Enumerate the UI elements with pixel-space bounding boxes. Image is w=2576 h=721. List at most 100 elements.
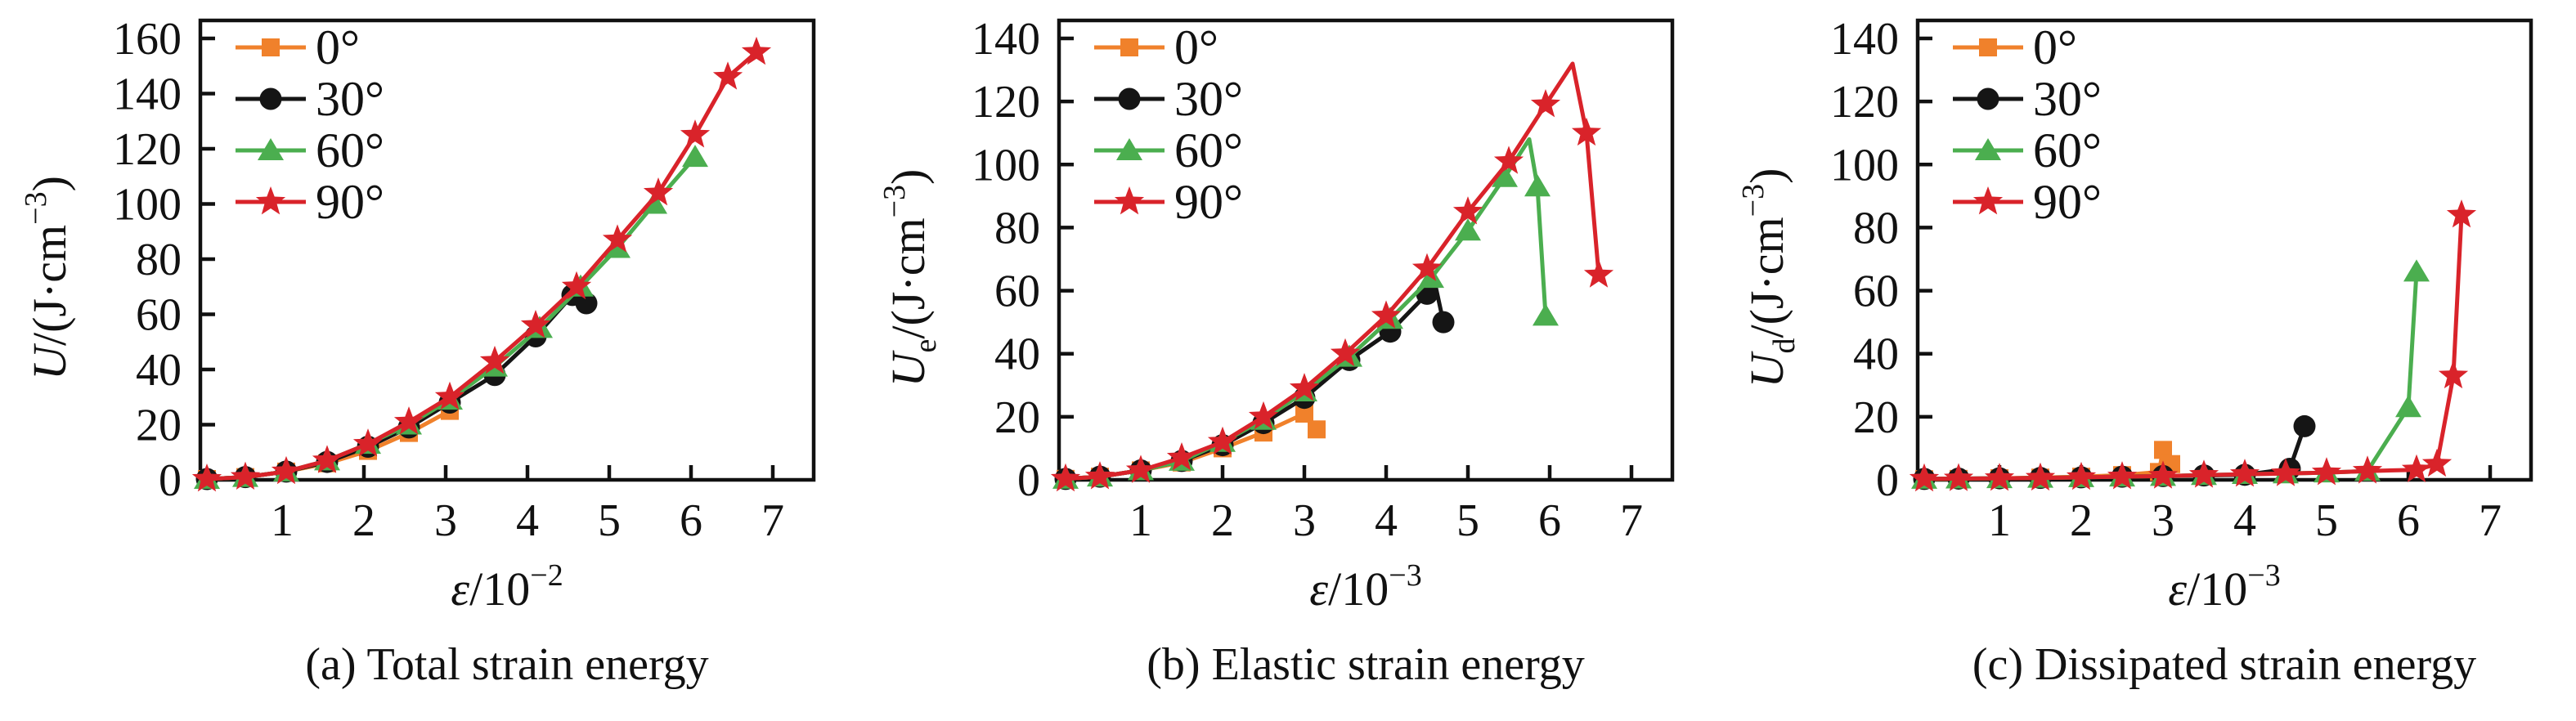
marker-star bbox=[520, 310, 551, 338]
x-axis: 1 2 3 4 5 6 7 bbox=[271, 465, 784, 546]
x-tick-label: 2 bbox=[2070, 495, 2093, 546]
legend-label-deg30: 30° bbox=[316, 72, 384, 126]
label-part: −3 bbox=[1736, 184, 1770, 217]
label-part: −3 bbox=[19, 191, 53, 224]
marker-star bbox=[1125, 455, 1156, 483]
marker-star bbox=[643, 177, 674, 206]
legend-label-deg60: 60° bbox=[1174, 123, 1243, 177]
x-tick-label: 4 bbox=[1375, 495, 1398, 546]
x-tick-label: 5 bbox=[598, 495, 621, 546]
y-tick-label: 80 bbox=[136, 235, 182, 285]
y-tick-label: 80 bbox=[994, 203, 1040, 253]
chart-elastic-strain-energy: 1 2 3 4 5 6 7020406080100120140ε/10−3Ue/(J·cm−… bbox=[877, 14, 1675, 616]
legend-item-deg0: 0° bbox=[236, 20, 360, 74]
y-tick-label: 0 bbox=[1876, 455, 1899, 506]
marker-square bbox=[262, 38, 280, 56]
marker-star bbox=[1289, 373, 1320, 401]
y-tick-label: 0 bbox=[1017, 455, 1040, 506]
x-tick-label: 3 bbox=[434, 495, 457, 546]
marker-circle bbox=[1977, 87, 1999, 110]
marker-triangle bbox=[1524, 174, 1551, 197]
x-tick-label: 5 bbox=[2315, 495, 2338, 546]
marker-star bbox=[2270, 458, 2301, 486]
x-tick-label: 4 bbox=[516, 495, 539, 546]
y-tick-label: 40 bbox=[994, 329, 1040, 380]
marker-star bbox=[230, 461, 261, 490]
y-tick-label: 20 bbox=[1853, 392, 1899, 443]
y-tick-label: 0 bbox=[159, 455, 182, 506]
marker-square bbox=[2154, 441, 2172, 459]
legend-label-deg30: 30° bbox=[1174, 72, 1243, 126]
label-part: /10 bbox=[1328, 562, 1389, 616]
label-part: /(J·cm bbox=[23, 225, 76, 346]
y-tick-label: 80 bbox=[1853, 203, 1899, 253]
marker-triangle bbox=[1975, 138, 2001, 160]
caption-c: (c) Dissipated strain energy bbox=[1972, 639, 2477, 690]
marker-square bbox=[1295, 405, 1313, 423]
legend-item-deg90: 90° bbox=[1953, 175, 2102, 229]
y-axis-title: Ue/(J·cm−3) bbox=[877, 169, 943, 387]
panel-elastic-strain-energy: 1 2 3 4 5 6 7 0 20 40 60 80 100 120 140 ε/10−3 Ue/(J·cm−… bbox=[859, 0, 1717, 721]
x-tick-label: 6 bbox=[680, 495, 702, 546]
label-part: ) bbox=[23, 176, 76, 191]
x-tick-label: 5 bbox=[1456, 495, 1479, 546]
marker-star bbox=[1084, 461, 1115, 490]
legend-item-deg60: 60° bbox=[1953, 123, 2102, 177]
label-part: ε bbox=[1309, 562, 1328, 616]
marker-star bbox=[2401, 454, 2432, 482]
legend: 0°30°60°90° bbox=[1953, 20, 2102, 229]
legend-item-deg90: 90° bbox=[236, 175, 384, 229]
legend-label-deg60: 60° bbox=[316, 123, 384, 177]
x-tick-label: 6 bbox=[1538, 495, 1561, 546]
y-tick-label: 40 bbox=[136, 345, 182, 396]
y-axis: 0 20 40 60 80 100 120 140 bbox=[972, 14, 1074, 506]
x-tick-label: 3 bbox=[1293, 495, 1316, 546]
legend-item-deg60: 60° bbox=[236, 123, 384, 177]
marker-star bbox=[2421, 448, 2453, 477]
marker-star bbox=[2352, 455, 2383, 484]
marker-star bbox=[393, 406, 424, 435]
panel-dissipated-strain-energy: 1 2 3 4 5 6 7 0 20 40 60 80 100 120 140 ε/10−3 Ud/(J·cm−… bbox=[1717, 0, 2576, 721]
legend-label-deg0: 0° bbox=[316, 20, 360, 74]
y-tick-label: 100 bbox=[1830, 140, 1899, 190]
marker-star bbox=[1207, 426, 1238, 455]
marker-star bbox=[2311, 457, 2342, 486]
marker-star bbox=[1943, 463, 1974, 491]
label-part: −3 bbox=[2247, 558, 2280, 593]
marker-triangle bbox=[641, 191, 667, 214]
chart-dissipated-strain-energy: 1 2 3 4 5 6 7020406080100120140ε/10−3Ud/(J·cm−… bbox=[1736, 14, 2533, 616]
marker-triangle bbox=[1455, 218, 1481, 241]
x-axis-title: ε/10−3 bbox=[1309, 558, 1421, 616]
y-tick-label: 120 bbox=[1830, 77, 1899, 128]
marker-star bbox=[1050, 463, 1081, 492]
marker-star bbox=[2229, 459, 2260, 487]
marker-circle bbox=[2293, 414, 2316, 437]
legend-item-deg30: 30° bbox=[1094, 72, 1243, 126]
y-tick-label: 40 bbox=[1853, 329, 1899, 380]
label-part: ) bbox=[882, 169, 935, 185]
y-tick-label: 60 bbox=[994, 266, 1040, 317]
legend-label-deg60: 60° bbox=[2033, 123, 2102, 177]
series-deg90 bbox=[1909, 199, 2477, 492]
x-tick-label: 3 bbox=[2152, 495, 2174, 546]
marker-star bbox=[1452, 196, 1483, 225]
y-tick-label: 20 bbox=[994, 392, 1040, 443]
marker-star bbox=[2188, 459, 2219, 488]
x-tick-label: 1 bbox=[271, 495, 294, 546]
y-tick-label: 20 bbox=[136, 401, 182, 451]
marker-star bbox=[191, 464, 222, 492]
marker-triangle bbox=[2403, 259, 2430, 282]
series-line-deg90 bbox=[204, 50, 759, 481]
plot-border bbox=[198, 18, 816, 482]
x-tick-label: 7 bbox=[761, 495, 784, 546]
marker-star bbox=[1493, 146, 1524, 174]
y-tick-label: 140 bbox=[972, 14, 1040, 65]
label-part: e bbox=[909, 339, 943, 353]
label-part: U bbox=[882, 349, 935, 387]
marker-star bbox=[479, 345, 510, 374]
marker-star bbox=[1530, 89, 1561, 118]
marker-triangle bbox=[2395, 395, 2421, 418]
